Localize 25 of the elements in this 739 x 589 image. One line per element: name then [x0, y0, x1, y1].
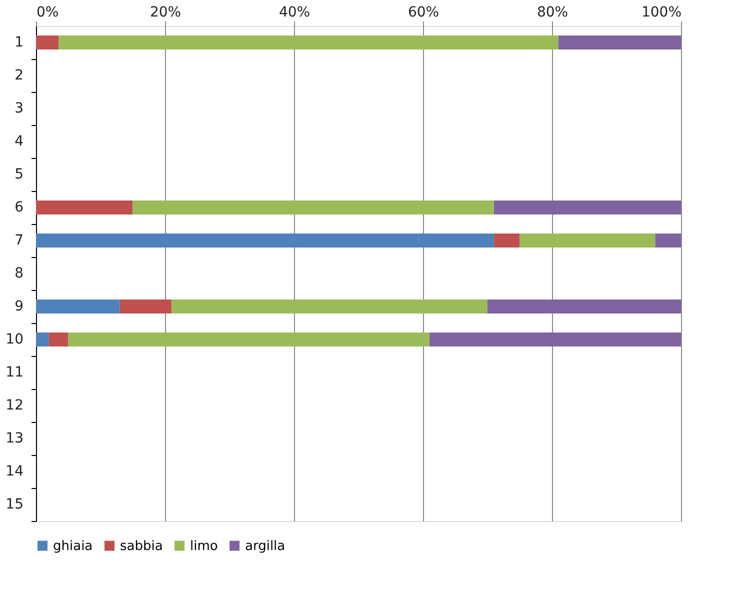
y-tick-label: 9	[14, 298, 24, 314]
x-tick-label: 80%	[536, 4, 568, 20]
y-tick-label: 5	[14, 166, 24, 182]
y-tick-label: 3	[14, 100, 24, 116]
y-tick-label: 12	[6, 398, 24, 414]
y-tick-label: 4	[14, 134, 24, 150]
y-tick-label: 1	[14, 34, 24, 50]
y-tick-label: 8	[14, 266, 24, 282]
legend-label: limo	[190, 538, 218, 554]
y-tick-label: 11	[6, 364, 24, 380]
legend-label: sabbia	[120, 538, 163, 554]
y-tick-label: 6	[14, 200, 24, 216]
legend-label: argilla	[245, 538, 286, 554]
y-tick-label: 2	[14, 68, 24, 84]
x-tick-label: 100%	[641, 4, 682, 20]
y-tick-label: 15	[6, 496, 24, 512]
x-tick-label: 0%	[36, 4, 59, 20]
legend-label: ghiaia	[53, 538, 93, 554]
x-tick-label: 60%	[408, 4, 440, 20]
y-tick-label: 10	[6, 332, 24, 348]
x-tick-label: 20%	[150, 4, 182, 20]
y-tick-label: 13	[6, 430, 24, 446]
x-tick-label: 40%	[278, 4, 310, 20]
y-tick-label: 7	[14, 232, 24, 248]
y-tick-label: 14	[6, 464, 24, 480]
